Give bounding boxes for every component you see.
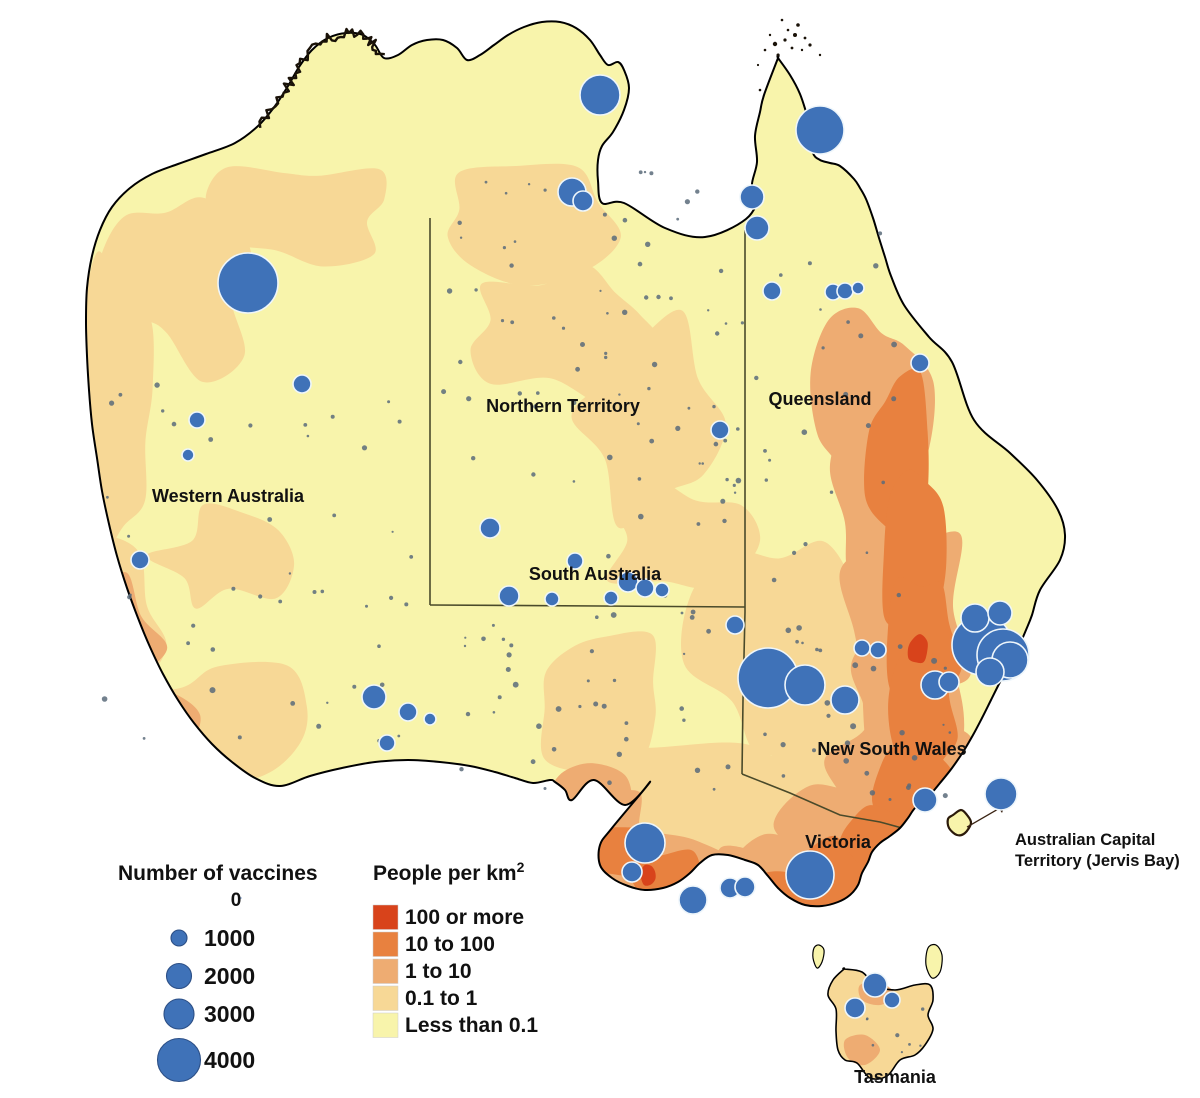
svg-text:0: 0 [231,890,242,911]
svg-text:Western Australia: Western Australia [152,486,305,506]
svg-text:2000: 2000 [204,963,255,989]
svg-text:Queensland: Queensland [768,389,871,409]
svg-text:Less than 0.1: Less than 0.1 [405,1014,538,1037]
svg-text:Northern Territory: Northern Territory [486,396,640,416]
svg-text:0.1 to 1: 0.1 to 1 [405,987,478,1010]
svg-text:Number of vaccines: Number of vaccines [118,862,318,885]
svg-text:Australian Capital: Australian Capital [1015,831,1155,849]
svg-text:South Australia: South Australia [529,564,662,584]
svg-text:3000: 3000 [204,1001,255,1027]
svg-text:100 or more: 100 or more [405,906,524,929]
svg-text:4000: 4000 [204,1047,255,1073]
svg-text:Territory (Jervis Bay): Territory (Jervis Bay) [1015,852,1180,870]
svg-text:Tasmania: Tasmania [854,1067,937,1087]
svg-text:1 to 10: 1 to 10 [405,960,472,983]
svg-text:Victoria: Victoria [805,832,872,852]
svg-text:1000: 1000 [204,925,255,951]
svg-text:10 to 100: 10 to 100 [405,933,495,956]
svg-text:New South Wales: New South Wales [817,739,966,759]
svg-text:People per km2: People per km2 [373,859,525,885]
